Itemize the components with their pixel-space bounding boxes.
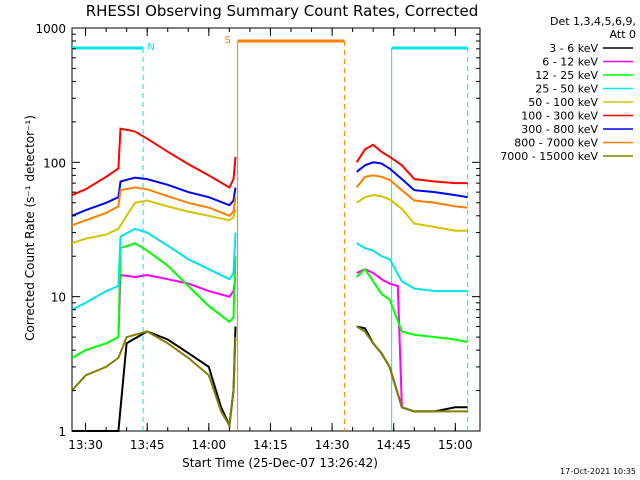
legend-title-line: Det 1,3,4,5,6,9, [550,15,636,28]
y-tick-label: 10 [51,291,66,305]
legend-label: 300 - 800 keV [521,123,598,136]
series-line-4 [356,194,468,232]
legend-label: 50 - 100 keV [528,96,598,109]
series-line-1 [117,273,237,338]
series-line-8 [71,330,237,429]
x-axis-label: Start Time (25-Dec-07 13:26:42) [182,456,378,470]
series-line-7 [71,186,237,227]
legend-label: 6 - 12 keV [542,56,598,69]
x-tick-label: 15:00 [438,438,473,452]
series-line-6 [71,176,237,217]
plot-frame [71,27,481,432]
y-tick-label: 1000 [35,22,66,36]
series-line-5 [71,127,237,197]
chart-title: RHESSI Observing Summary Count Rates, Co… [86,2,479,20]
saa-label: S [224,35,230,46]
legend-label: 12 - 25 keV [535,69,598,82]
x-tick-label: 14:15 [253,438,288,452]
legend-label: 7000 - 15000 keV [500,150,598,163]
series-line-2 [71,242,237,359]
legend-label: 100 - 300 keV [521,110,598,123]
series-line-6 [356,161,468,199]
y-tick-label: 1 [58,425,66,439]
series-line-3 [71,227,237,311]
observing-markers: NS [72,35,469,431]
plot-area [71,27,481,432]
footer-date: 17-Oct-2021 10:35 [560,467,636,476]
series-lines [71,127,468,432]
y-tick-label: 100 [43,156,66,170]
series-line-5 [355,143,468,185]
x-tick-label: 14:00 [192,438,227,452]
y-axis-label: Corrected Count Rate (s⁻¹ detector⁻¹) [23,115,37,341]
series-line-7 [355,174,468,209]
x-tick-label: 13:45 [130,438,165,452]
series-line-3 [356,242,468,293]
series-line-2 [356,267,468,343]
x-tick-label: 13:30 [68,438,103,452]
legend-label: 3 - 6 keV [549,42,598,55]
legend-label: 800 - 7000 keV [514,137,598,150]
legend-label: 25 - 50 keV [535,83,598,96]
legend-title-line: Att 0 [610,28,636,41]
x-tick-label: 14:30 [315,438,350,452]
axes: 1 10 100 1000 13:30 13:45 14:00 14:15 14:30 14:45… [35,22,480,452]
x-tick-label: 14:45 [376,438,411,452]
series-line-4 [71,199,237,245]
night-label: N [147,42,154,53]
series-line-8 [356,325,468,413]
